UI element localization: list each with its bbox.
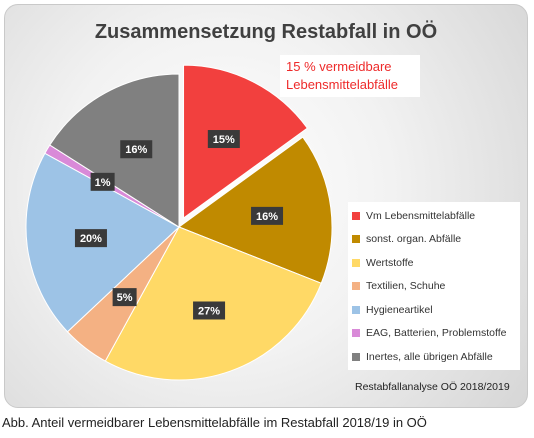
legend-item-wertstoffe: Wertstoffe — [352, 251, 520, 275]
pie-chart: 15% 16% 27% 5% 20% 1% 16% — [25, 64, 333, 381]
data-label-box — [207, 130, 240, 149]
legend-item-textilien-schuhe: Textilien, Schuhe — [352, 275, 520, 299]
legend-swatch — [352, 329, 360, 338]
data-label-sonst-organ-abfalle: 16% — [256, 211, 278, 223]
legend-label: Textilien, Schuhe — [366, 280, 446, 293]
data-label-box — [120, 140, 153, 159]
legend-item-sonst-organ-abfalle: sonst. organ. Abfälle — [352, 228, 520, 252]
data-label-vm-lebensmittelabfalle: 15% — [213, 134, 235, 146]
pie-slice-vm-lebensmittelabfalle — [183, 64, 309, 220]
data-label-eag-batterien-problemstoffe: 1% — [95, 177, 111, 189]
figure-caption: Abb. Anteil vermeidbarer Lebensmittelabf… — [2, 415, 427, 430]
legend: Vm Lebensmittelabfälle sonst. organ. Abfä… — [348, 202, 520, 370]
data-label-textilien-schuhe: 5% — [117, 292, 133, 304]
legend-swatch — [352, 282, 360, 291]
data-label-box — [74, 229, 107, 248]
data-label-box — [193, 301, 226, 320]
data-label-box — [251, 206, 284, 225]
legend-label: Vm Lebensmittelabfälle — [366, 209, 476, 222]
legend-item-vm-lebensmittelabfalle: Vm Lebensmittelabfälle — [352, 204, 520, 228]
data-label-inertes-alle-ubrigen-abfalle: 16% — [125, 144, 147, 156]
data-label-box — [112, 288, 137, 307]
legend-swatch — [352, 211, 360, 220]
data-label-hygieneartikel: 20% — [80, 233, 102, 245]
legend-item-hygieneartikel: Hygieneartikel — [352, 298, 520, 322]
legend-swatch — [352, 235, 360, 244]
annotation-callout: 15 % vermeidbare Lebensmittelabfälle — [280, 55, 420, 97]
legend-swatch — [352, 305, 360, 314]
legend-item-eag-batterien-problemstoffe: EAG, Batterien, Problemstoffe — [352, 322, 520, 346]
data-label-wertstoffe: 27% — [198, 305, 220, 317]
legend-label: Wertstoffe — [366, 256, 414, 269]
legend-item-inertes-alle-ubrigen-abfalle: Inertes, alle übrigen Abfälle — [352, 345, 520, 369]
legend-label: Hygieneartikel — [366, 303, 433, 316]
legend-label: EAG, Batterien, Problemstoffe — [366, 327, 507, 340]
legend-swatch — [352, 352, 360, 361]
legend-label: sonst. organ. Abfälle — [366, 233, 462, 246]
source-note: Restabfallanalyse OÖ 2018/2019 — [355, 381, 510, 393]
pie-slice-inertes-alle-ubrigen-abfalle — [49, 73, 180, 228]
chart-frame: Zusammensetzung Restabfall in OÖ 15% 16% 2… — [4, 4, 528, 408]
legend-label: Inertes, alle übrigen Abfälle — [366, 350, 493, 363]
data-label-box — [90, 172, 115, 191]
legend-swatch — [352, 258, 360, 267]
chart-title: Zusammensetzung Restabfall in OÖ — [94, 21, 438, 43]
